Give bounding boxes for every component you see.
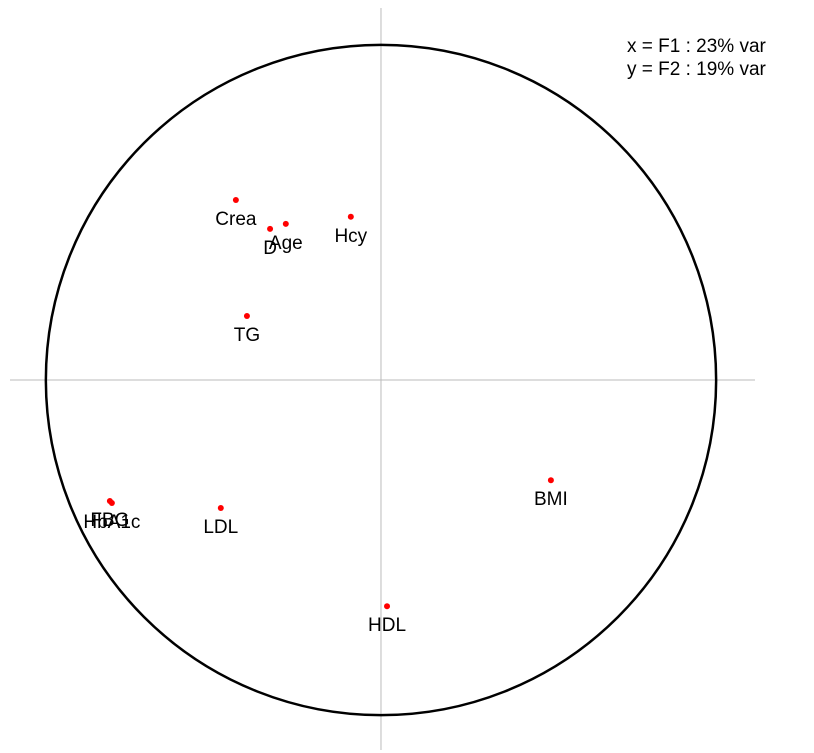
point-label: HbA1c: [83, 512, 140, 533]
annotation: y = F2 : 19% var: [627, 59, 767, 80]
point: [108, 500, 115, 507]
point: [267, 225, 274, 232]
point-label: HDL: [368, 615, 406, 636]
point: [347, 213, 354, 220]
point-label: Age: [269, 233, 303, 254]
point: [384, 603, 391, 610]
point: [547, 477, 554, 484]
point: [282, 220, 289, 227]
correlation-circle: [44, 43, 718, 717]
point-label: LDL: [203, 517, 238, 538]
point-label: BMI: [534, 489, 568, 510]
point-label: FBG: [90, 510, 129, 531]
point-label: Crea: [215, 209, 257, 230]
point: [243, 312, 250, 319]
annotation: x = F1 : 23% var: [627, 36, 767, 57]
point-label: Hcy: [334, 226, 367, 247]
point: [217, 505, 224, 512]
point-label: TG: [234, 325, 260, 346]
point: [232, 197, 239, 204]
point-label: D: [263, 238, 277, 259]
